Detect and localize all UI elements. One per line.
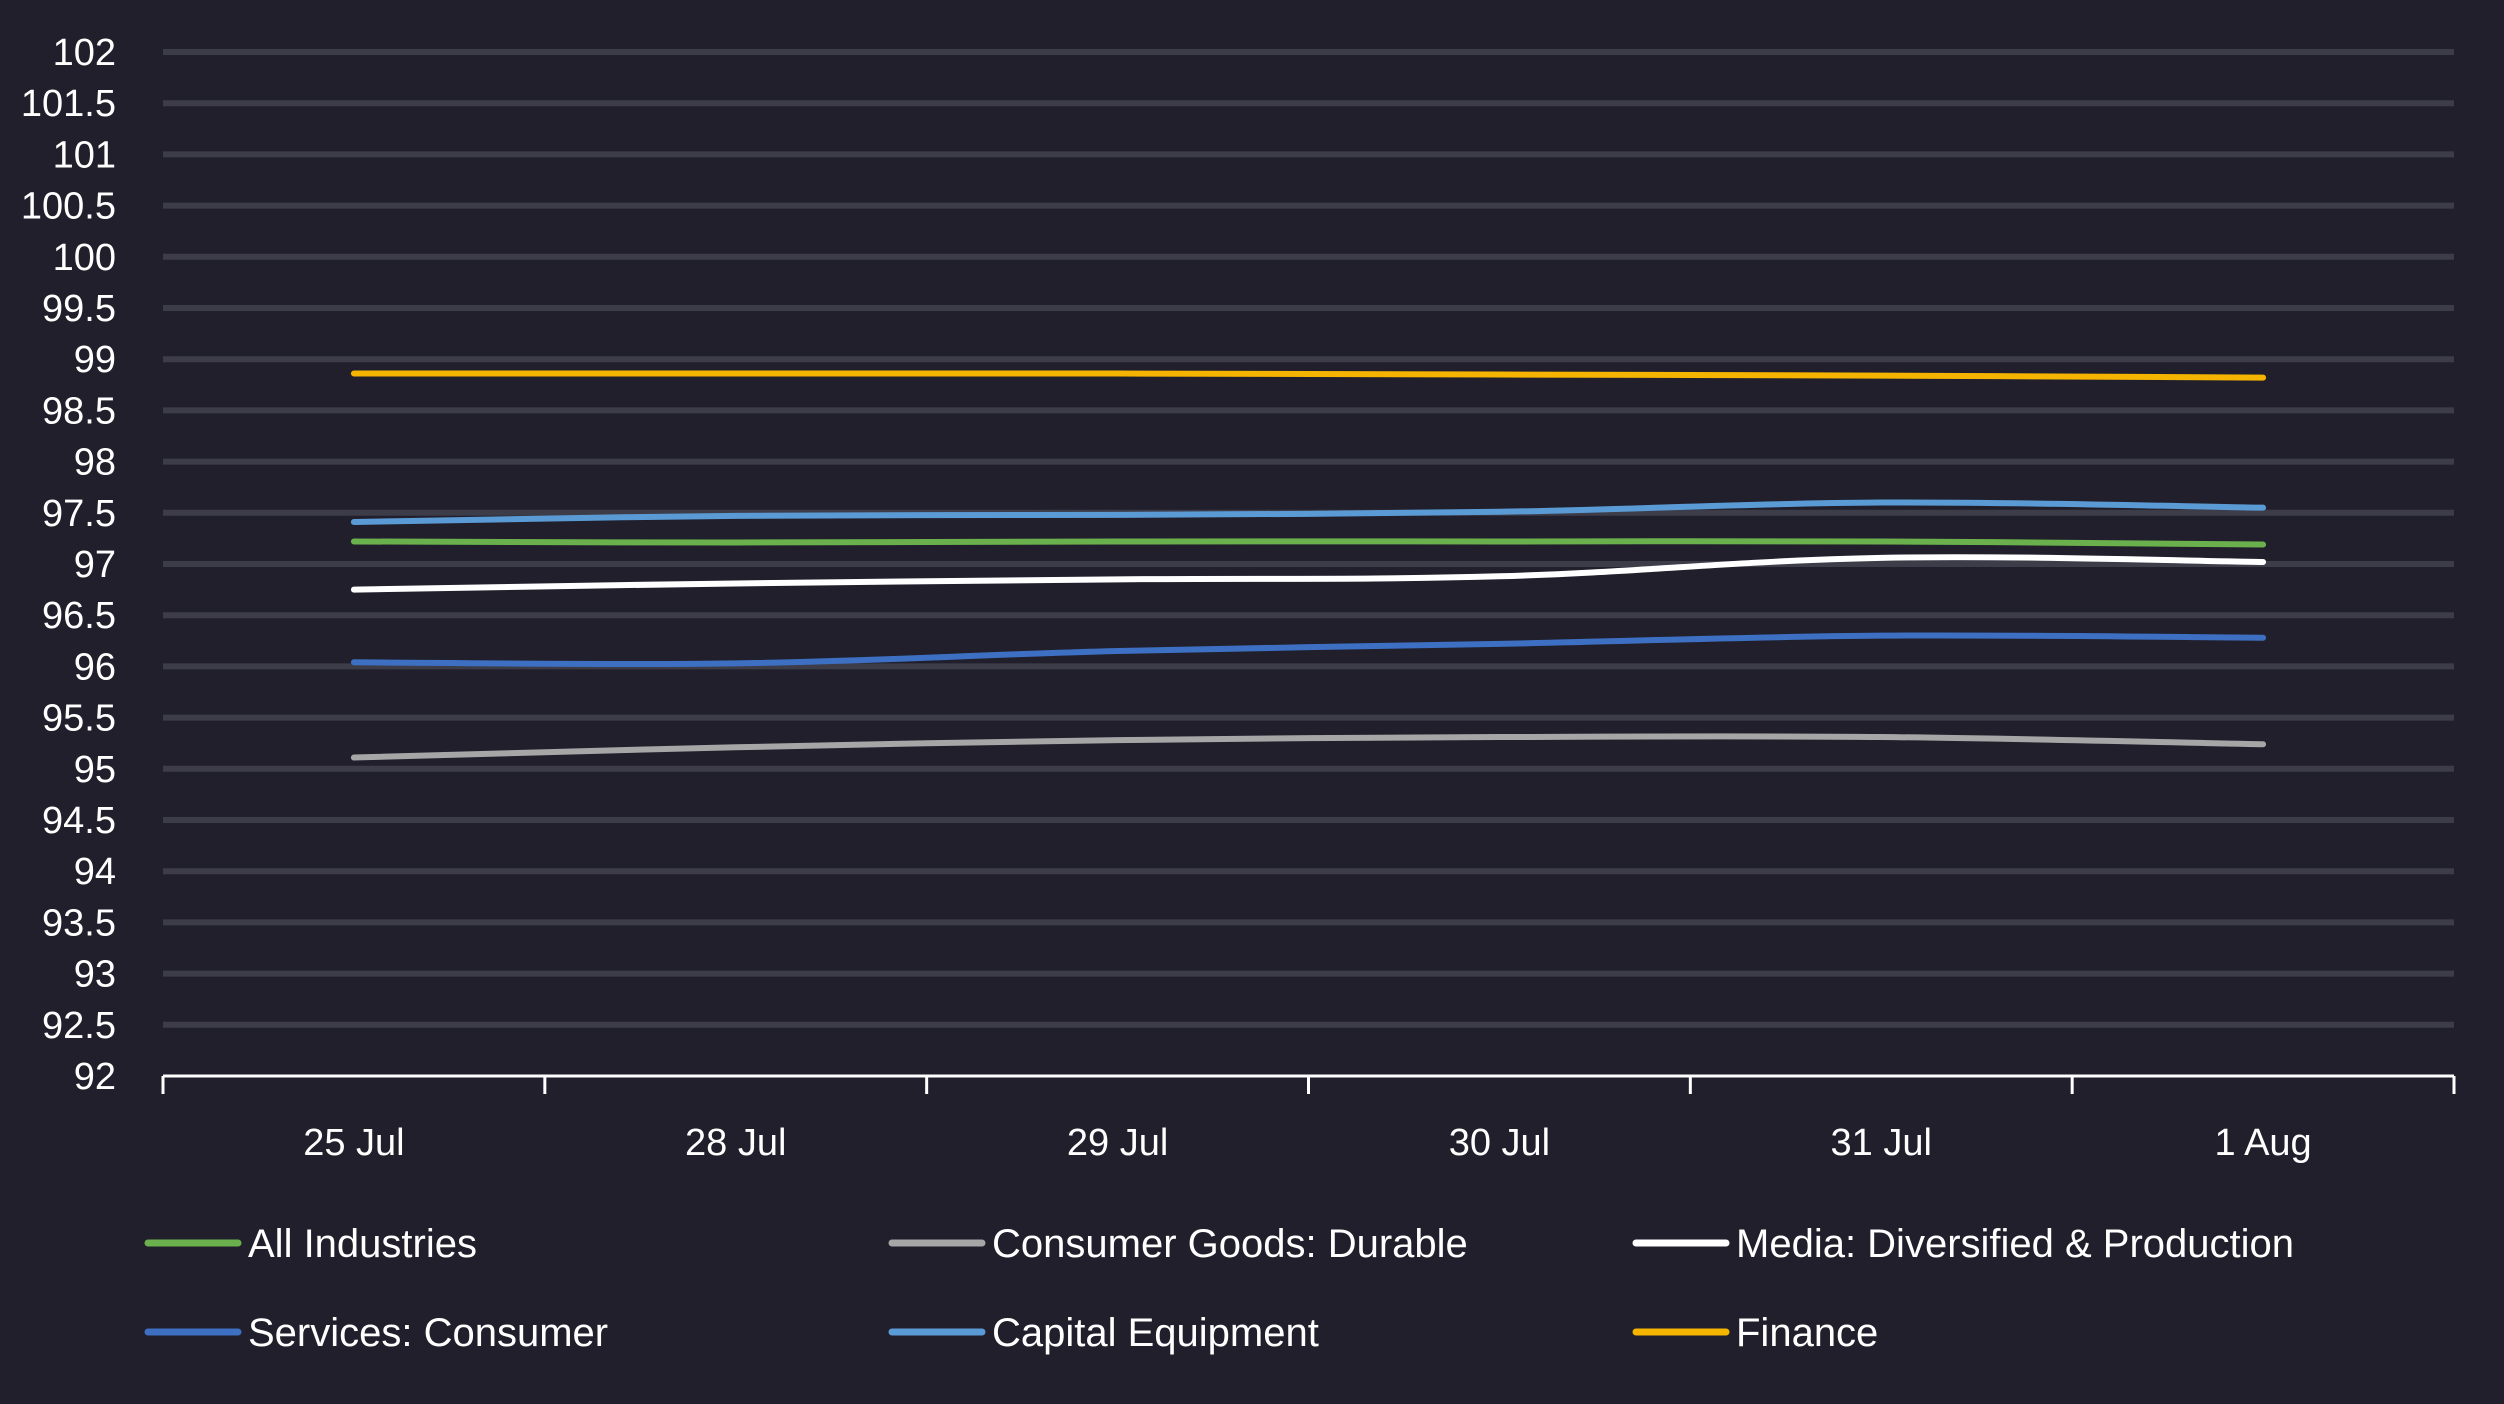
y-tick-label: 100 xyxy=(53,237,116,279)
legend-label: Services: Consumer xyxy=(248,1311,608,1355)
legend-label: Consumer Goods: Durable xyxy=(992,1222,1468,1266)
y-tick-label: 102 xyxy=(53,32,116,74)
y-tick-label: 94 xyxy=(74,851,116,893)
series-line-capital-equipment xyxy=(350,499,2267,526)
y-tick-label: 97.5 xyxy=(42,493,116,535)
legend-item: All Industries xyxy=(144,1222,477,1266)
series-line-all-industries xyxy=(350,538,2267,548)
x-axis: 25 Jul 28 Jul 29 Jul 30 Jul 31 Jul 1 Aug xyxy=(161,1074,2456,1164)
x-tick-label: 31 Jul xyxy=(1831,1122,1932,1164)
legend-item: Media: Diversified & Production xyxy=(1632,1222,2294,1266)
y-axis-tick-labels: 92 92.5 93 93.5 94 94.5 95 95.5 96 96.5 97 97.5 98 98… xyxy=(21,32,116,1098)
y-tick-label: 101.5 xyxy=(21,83,116,125)
series-line-finance xyxy=(350,370,2267,381)
legend-item: Consumer Goods: Durable xyxy=(888,1222,1468,1266)
legend-label: Capital Equipment xyxy=(992,1311,1319,1355)
y-tick-label: 98 xyxy=(74,442,116,484)
y-tick-label: 101 xyxy=(53,134,116,176)
y-tick-label: 96.5 xyxy=(42,595,116,637)
y-tick-label: 99 xyxy=(74,339,116,381)
y-tick-label: 100.5 xyxy=(21,186,116,228)
x-tick-label: 28 Jul xyxy=(685,1122,786,1164)
legend-label: Media: Diversified & Production xyxy=(1736,1222,2294,1266)
legend-label: Finance xyxy=(1736,1311,1878,1355)
series-line-consumer-goods-durable xyxy=(350,733,2267,761)
y-tick-label: 92 xyxy=(74,1056,116,1098)
y-tick-label: 93 xyxy=(74,954,116,996)
y-tick-label: 96 xyxy=(74,646,116,688)
series-line-services-consumer xyxy=(350,632,2267,668)
x-tick-label: 1 Aug xyxy=(2214,1122,2311,1164)
x-tick-label: 25 Jul xyxy=(303,1122,404,1164)
legend: All Industries Consumer Goods: Durable Med… xyxy=(144,1222,2294,1355)
y-tick-label: 97 xyxy=(74,544,116,586)
y-tick-label: 95.5 xyxy=(42,698,116,740)
legend-item: Finance xyxy=(1632,1311,1878,1355)
y-tick-label: 98.5 xyxy=(42,390,116,432)
x-tick-label: 29 Jul xyxy=(1067,1122,1168,1164)
series-lines xyxy=(350,370,2267,761)
legend-item: Capital Equipment xyxy=(888,1311,1319,1355)
grid-lines xyxy=(163,49,2454,1028)
y-tick-label: 95 xyxy=(74,749,116,791)
legend-label: All Industries xyxy=(248,1222,477,1266)
x-tick-label: 30 Jul xyxy=(1449,1122,1550,1164)
y-tick-label: 92.5 xyxy=(42,1005,116,1047)
series-line-media-diversified-production xyxy=(350,554,2267,593)
y-tick-label: 99.5 xyxy=(42,288,116,330)
legend-item: Services: Consumer xyxy=(144,1311,608,1355)
y-tick-label: 93.5 xyxy=(42,902,116,944)
y-tick-label: 94.5 xyxy=(42,800,116,842)
